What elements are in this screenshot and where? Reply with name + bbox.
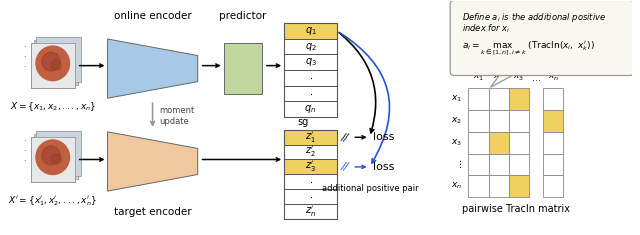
Text: //: // xyxy=(340,132,349,143)
Bar xyxy=(284,204,337,219)
Text: $\cdot$: $\cdot$ xyxy=(308,177,312,187)
Bar xyxy=(33,40,77,85)
Circle shape xyxy=(42,52,60,71)
Circle shape xyxy=(42,146,60,165)
Bar xyxy=(284,86,337,101)
Text: ·
·
·: · · · xyxy=(22,43,25,73)
Bar xyxy=(543,110,563,132)
Bar xyxy=(468,110,488,132)
Bar xyxy=(543,132,563,153)
Bar xyxy=(31,43,75,88)
Text: $X=\{x_1,x_2,...,x_n\}$: $X=\{x_1,x_2,...,x_n\}$ xyxy=(10,100,96,113)
Text: $\cdot$: $\cdot$ xyxy=(308,89,312,98)
Polygon shape xyxy=(108,39,198,98)
Text: $q_2$: $q_2$ xyxy=(305,41,316,53)
Bar xyxy=(543,175,563,197)
Text: $q_1$: $q_1$ xyxy=(305,25,316,37)
Bar xyxy=(284,101,337,117)
Bar xyxy=(284,39,337,55)
Bar xyxy=(509,132,529,153)
Bar xyxy=(509,110,529,132)
Text: $x_n$: $x_n$ xyxy=(451,181,461,192)
Text: $z_n'$: $z_n'$ xyxy=(305,204,316,219)
Text: $x_3$: $x_3$ xyxy=(451,137,461,148)
Circle shape xyxy=(51,154,61,164)
Text: loss: loss xyxy=(373,162,395,172)
Bar xyxy=(36,131,81,176)
Text: $z_2'$: $z_2'$ xyxy=(305,145,316,159)
Text: $x_n'$: $x_n'$ xyxy=(548,70,559,83)
Circle shape xyxy=(36,46,70,81)
Bar xyxy=(509,153,529,175)
Text: $x_2'$: $x_2'$ xyxy=(493,70,504,83)
Text: $z_1'$: $z_1'$ xyxy=(305,130,316,145)
Text: moment
update: moment update xyxy=(159,106,195,126)
Text: $x_3'$: $x_3'$ xyxy=(513,70,524,83)
Bar xyxy=(509,175,529,197)
Text: $X'=\{x_1',x_2',...,x_n'\}$: $X'=\{x_1',x_2',...,x_n'\}$ xyxy=(8,194,97,208)
Bar xyxy=(468,175,488,197)
Bar xyxy=(284,145,337,160)
Bar xyxy=(223,43,262,94)
Bar xyxy=(284,174,337,189)
Text: $z_3'$: $z_3'$ xyxy=(305,160,316,174)
Bar xyxy=(284,130,337,219)
Text: ·
·
·: · · · xyxy=(22,137,25,166)
Text: target encoder: target encoder xyxy=(114,207,191,217)
Text: pairwise TracIn matrix: pairwise TracIn matrix xyxy=(462,204,570,214)
Bar xyxy=(31,43,75,88)
Bar xyxy=(488,153,509,175)
Bar xyxy=(284,23,337,117)
Text: $a_i = \underset{k\in[1,n],i\neq k}{\max}\ (\mathrm{TracIn}(x_i,\ x_k^{\prime})): $a_i = \underset{k\in[1,n],i\neq k}{\max… xyxy=(461,40,595,58)
Bar xyxy=(468,132,488,153)
Text: //: // xyxy=(340,161,349,172)
Bar xyxy=(543,153,563,175)
Text: $\ldots$: $\ldots$ xyxy=(531,74,541,83)
Bar xyxy=(284,23,337,39)
Bar xyxy=(33,134,77,179)
Bar xyxy=(468,88,488,110)
Bar xyxy=(284,130,337,145)
FancyBboxPatch shape xyxy=(450,0,634,75)
Text: online encoder: online encoder xyxy=(114,11,191,21)
Bar xyxy=(36,37,81,82)
Text: $\cdot$: $\cdot$ xyxy=(308,192,312,202)
Text: $q_n$: $q_n$ xyxy=(305,103,317,115)
Text: $x_2$: $x_2$ xyxy=(451,116,461,126)
Text: $\vdots$: $\vdots$ xyxy=(455,158,461,170)
Bar xyxy=(543,88,563,110)
Bar xyxy=(468,153,488,175)
Text: $q_3$: $q_3$ xyxy=(305,56,317,68)
Polygon shape xyxy=(490,71,519,87)
Bar xyxy=(488,132,509,153)
Text: additional positive pair: additional positive pair xyxy=(322,184,419,193)
Text: $x_1'$: $x_1'$ xyxy=(473,70,484,83)
Bar xyxy=(488,175,509,197)
Polygon shape xyxy=(108,132,198,191)
Text: sg: sg xyxy=(297,117,308,127)
Text: $x_1$: $x_1$ xyxy=(451,94,461,105)
Bar xyxy=(31,137,75,182)
Bar xyxy=(284,189,337,204)
Bar xyxy=(488,88,509,110)
Text: predictor: predictor xyxy=(219,11,266,21)
Text: Define $a_i$ is the additional positive: Define $a_i$ is the additional positive xyxy=(461,11,606,24)
Bar xyxy=(284,55,337,70)
Text: loss: loss xyxy=(373,132,395,142)
Circle shape xyxy=(51,60,61,70)
Bar xyxy=(284,70,337,86)
Text: $\cdot$: $\cdot$ xyxy=(308,73,312,83)
Bar xyxy=(488,110,509,132)
Text: index for $x_i$: index for $x_i$ xyxy=(461,22,510,35)
Bar xyxy=(284,160,337,174)
Circle shape xyxy=(36,140,70,175)
Bar xyxy=(509,88,529,110)
Bar xyxy=(31,137,75,182)
